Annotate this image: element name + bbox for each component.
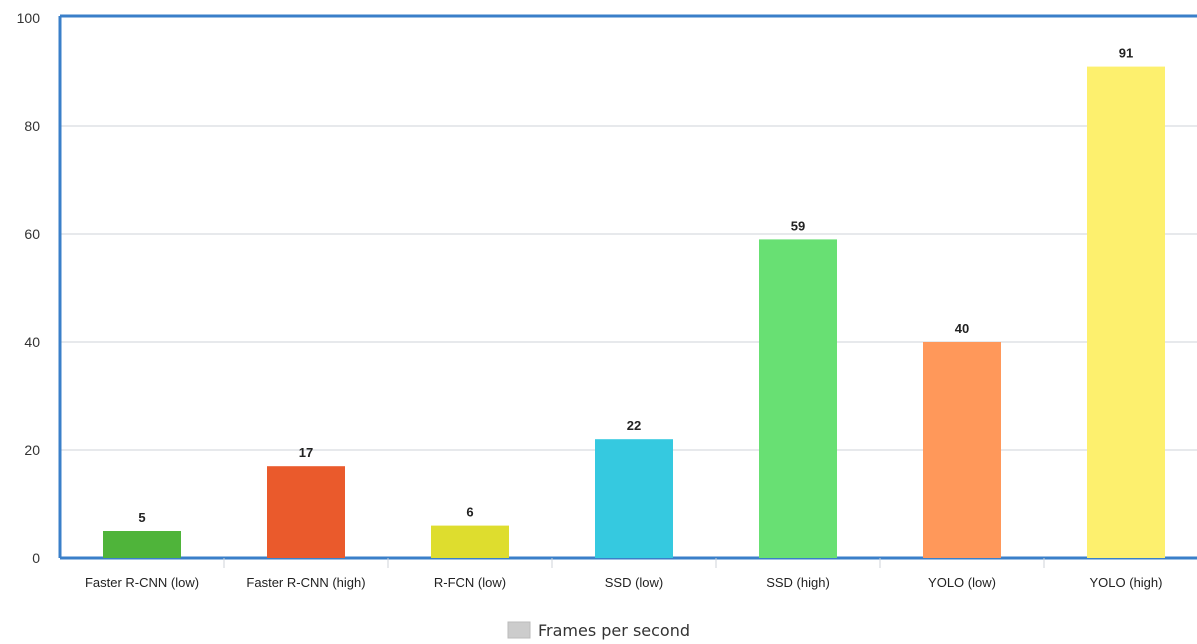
x-tick-label: YOLO (low) <box>928 575 996 590</box>
x-tick-label: Faster R-CNN (high) <box>246 575 365 590</box>
legend-label: Frames per second <box>538 621 690 640</box>
bar-value-label: 6 <box>466 505 473 520</box>
bar-value-label: 40 <box>955 321 969 336</box>
bar <box>431 525 509 558</box>
bar <box>1087 66 1165 558</box>
grid-lines <box>60 125 1197 451</box>
x-tick-label: Faster R-CNN (low) <box>85 575 199 590</box>
y-tick-label: 0 <box>32 550 40 566</box>
legend-swatch <box>507 621 531 639</box>
legend: Frames per second <box>507 621 690 640</box>
y-tick-label: 40 <box>24 334 40 350</box>
bar-value-label: 91 <box>1119 46 1133 61</box>
x-tick-label: SSD (high) <box>766 575 830 590</box>
bar <box>759 239 837 558</box>
y-axis: 0 20 40 60 80 100 <box>17 10 41 566</box>
bars: 5 17 6 22 59 40 91 <box>103 46 1165 558</box>
x-tick-label: R-FCN (low) <box>434 575 506 590</box>
bar-value-label: 17 <box>299 445 313 460</box>
y-tick-label: 60 <box>24 226 40 242</box>
x-axis: Faster R-CNN (low) Faster R-CNN (high) R-F… <box>85 558 1163 590</box>
bar-value-label: 5 <box>138 510 145 525</box>
bar <box>595 439 673 558</box>
x-tick-label: YOLO (high) <box>1090 575 1163 590</box>
y-tick-label: 80 <box>24 118 40 134</box>
y-tick-label: 100 <box>17 10 41 26</box>
y-tick-label: 20 <box>24 442 40 458</box>
bar <box>103 531 181 558</box>
x-tick-label: SSD (low) <box>605 575 664 590</box>
bar-value-label: 59 <box>791 218 805 233</box>
bar <box>267 466 345 558</box>
bar <box>923 342 1001 558</box>
bar-value-label: 22 <box>627 418 641 433</box>
